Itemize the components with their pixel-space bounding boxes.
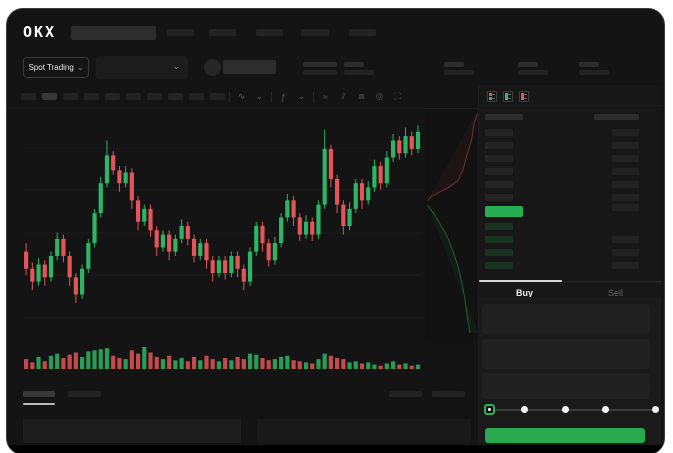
- device-mockup: OKX Spot Trading ⌄ ⌄ ∿ ⌄ ƒ ⌄ ≈ ⫽ ⧇ ◎ ⛶: [0, 0, 673, 453]
- active-tab-underline: [479, 280, 562, 282]
- indicator-chevron-icon[interactable]: ⌄: [253, 91, 266, 102]
- bottom-action-placeholder[interactable]: [432, 391, 465, 397]
- timeframe-option-placeholder[interactable]: [105, 93, 120, 100]
- orderbook-view-combined-icon[interactable]: [487, 91, 497, 102]
- ask-row[interactable]: [485, 194, 513, 201]
- ticker-stat-placeholder: [518, 70, 548, 75]
- orderbook-size-placeholder: [612, 168, 639, 175]
- coin-avatar[interactable]: [204, 59, 221, 76]
- fullscreen-icon[interactable]: ⛶: [391, 91, 404, 102]
- timeframe-option-placeholder[interactable]: [21, 93, 36, 100]
- orderbook-size-placeholder: [612, 236, 639, 243]
- chevron-down-icon: ⌄: [172, 61, 180, 72]
- timeframe-option-placeholder[interactable]: [147, 93, 162, 100]
- orders-table-placeholder: [23, 419, 241, 443]
- device-bezel: [7, 445, 664, 453]
- bid-row[interactable]: [485, 236, 513, 243]
- candlestick-chart[interactable]: [23, 111, 421, 373]
- trading-pair-selector[interactable]: ⌄: [96, 56, 188, 79]
- price-input[interactable]: [482, 304, 650, 334]
- chart-toolbar: ∿ ⌄ ƒ ⌄ ≈ ⫽ ⧇ ◎ ⛶: [229, 89, 404, 104]
- timeframe-option-placeholder[interactable]: [189, 93, 204, 100]
- ticker-stat-placeholder: [444, 70, 474, 75]
- orderbook-size-placeholder: [612, 194, 639, 201]
- nav-item-placeholder[interactable]: [209, 29, 236, 36]
- ticker-stat-placeholder: [344, 62, 364, 67]
- buy-submit-button[interactable]: [485, 428, 645, 443]
- line-style-icon[interactable]: ≈: [319, 92, 332, 102]
- market-type-label: Spot Trading: [28, 63, 73, 72]
- timeframe-option-placeholder[interactable]: [84, 93, 99, 100]
- orderbook-size-placeholder: [612, 155, 639, 162]
- nav-item-placeholder[interactable]: [256, 29, 283, 36]
- compare-icon[interactable]: ⫽: [337, 91, 350, 102]
- pair-name-placeholder: [223, 60, 276, 74]
- ticker-stat-placeholder: [303, 70, 337, 75]
- orderbook-size-placeholder: [612, 181, 639, 188]
- bid-row[interactable]: [485, 249, 513, 256]
- orders-table-placeholder: [257, 419, 471, 443]
- depth-profile[interactable]: [425, 109, 478, 341]
- slider-stop[interactable]: [652, 406, 659, 413]
- fx-icon[interactable]: ƒ: [277, 92, 290, 102]
- amount-slider[interactable]: [484, 403, 662, 417]
- amount-input[interactable]: [482, 339, 650, 369]
- orderbook-size-placeholder: [612, 262, 639, 269]
- slider-stop[interactable]: [602, 406, 609, 413]
- bottom-tab-placeholder[interactable]: [68, 391, 101, 397]
- orderbook-mid-price[interactable]: [485, 206, 523, 217]
- orderbook-view-bids-icon[interactable]: [503, 91, 513, 102]
- total-input[interactable]: [482, 373, 650, 399]
- market-type-selector[interactable]: Spot Trading ⌄: [23, 57, 89, 78]
- ticker-stat-placeholder: [518, 62, 538, 67]
- ask-row[interactable]: [485, 181, 513, 188]
- orderbook-view-asks-icon[interactable]: [519, 91, 529, 102]
- app-window: OKX Spot Trading ⌄ ⌄ ∿ ⌄ ƒ ⌄ ≈ ⫽ ⧇ ◎ ⛶: [6, 8, 665, 453]
- ask-row[interactable]: [485, 155, 513, 162]
- bottom-active-tab-underline: [23, 403, 55, 405]
- bid-row[interactable]: [485, 262, 513, 269]
- slider-track[interactable]: [490, 409, 656, 411]
- chevron-down-icon: ⌄: [77, 63, 84, 72]
- settings-icon[interactable]: ◎: [373, 91, 386, 102]
- orderbook-size-placeholder: [612, 249, 639, 256]
- timeframe-option-placeholder[interactable]: [210, 93, 225, 100]
- ask-row[interactable]: [485, 142, 513, 149]
- orderbook-header-placeholder: [594, 114, 639, 120]
- timeframe-option-placeholder[interactable]: [126, 93, 141, 100]
- ticker-stat-placeholder: [579, 70, 609, 75]
- orderbook-size-placeholder: [612, 142, 639, 149]
- camera-icon[interactable]: ⧇: [355, 91, 368, 102]
- bottom-tab-placeholder[interactable]: [23, 391, 55, 397]
- timeframe-option-placeholder[interactable]: [63, 93, 78, 100]
- chart-type-chevron-icon[interactable]: ⌄: [295, 91, 308, 102]
- orderbook-size-placeholder: [612, 129, 639, 136]
- nav-item-placeholder[interactable]: [167, 29, 194, 36]
- bottom-action-placeholder[interactable]: [389, 391, 422, 397]
- slider-handle[interactable]: [484, 404, 495, 415]
- header-placeholder: [71, 26, 156, 40]
- timeframe-option-placeholder[interactable]: [42, 93, 57, 100]
- nav-item-placeholder[interactable]: [349, 29, 376, 36]
- ticker-stat-placeholder: [344, 70, 374, 75]
- orderbook-size-placeholder: [612, 204, 639, 211]
- ask-row[interactable]: [485, 129, 513, 136]
- bid-row[interactable]: [485, 223, 513, 230]
- nav-item-placeholder[interactable]: [301, 29, 329, 36]
- ticker-stat-placeholder: [579, 62, 599, 67]
- indicator-icon[interactable]: ∿: [235, 91, 248, 102]
- slider-stop[interactable]: [562, 406, 569, 413]
- okx-logo: OKX: [23, 23, 56, 41]
- orderbook-view-switcher: [487, 91, 529, 102]
- timeframe-option-placeholder[interactable]: [168, 93, 183, 100]
- ticker-stat-placeholder: [303, 62, 337, 67]
- orderbook-header-placeholder: [485, 114, 523, 120]
- slider-stop[interactable]: [521, 406, 528, 413]
- ask-row[interactable]: [485, 168, 513, 175]
- ticker-stat-placeholder: [444, 62, 464, 67]
